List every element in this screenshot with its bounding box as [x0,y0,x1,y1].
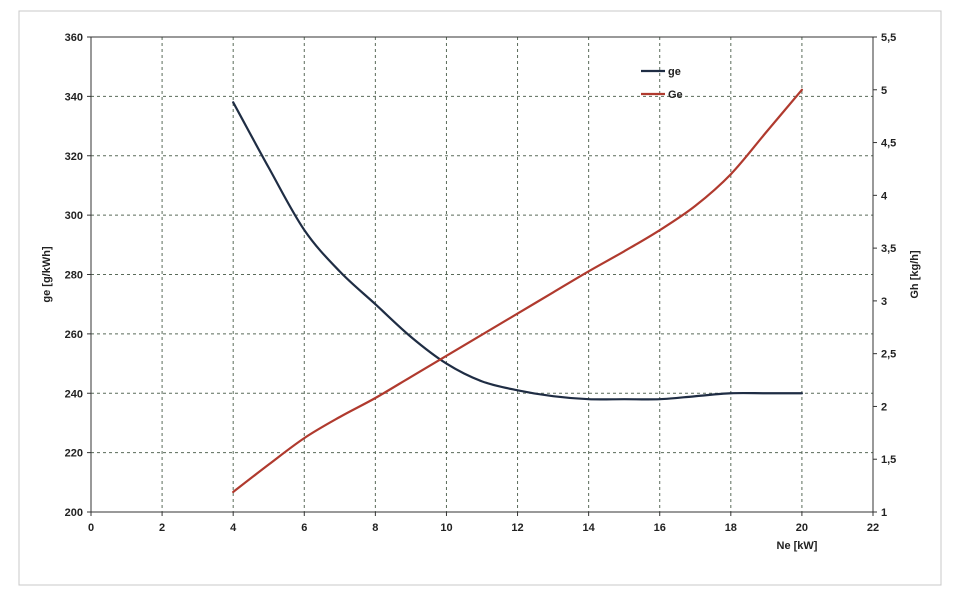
y-tick-label: 260 [65,329,83,341]
x-tick-label: 4 [230,522,237,534]
y-tick-label: 240 [65,388,83,400]
y-tick-label: 200 [65,507,83,519]
y-tick-label: 280 [65,270,83,282]
x-tick-label: 16 [654,522,666,534]
x-tick-label: 20 [796,522,808,534]
series-layer [232,88,804,494]
x-axis-title: Ne [kW] [777,540,818,552]
legend: ge Ge [641,66,683,101]
chart-frame [18,10,942,586]
y2-tick-label: 4 [881,190,888,202]
y2-tick-label: 5 [881,85,887,97]
y-tick-label: 360 [65,32,83,44]
x-tick-label: 6 [301,522,307,534]
x-tick-label: 12 [511,522,523,534]
series-line-ge [232,101,804,401]
y2-tick-label: 2,5 [881,349,896,361]
y2-tick-label: 2 [881,401,887,413]
y-tick-label: 300 [65,210,83,222]
y2-axis-title: Gh [kg/h] [909,250,921,299]
legend-label-Ge: Ge [668,89,683,101]
y2-tick-label: 1 [881,507,887,519]
x-tick-label: 0 [88,522,94,534]
y2-tick-label: 3,5 [881,243,896,255]
y2-tick-label: 5,5 [881,32,896,44]
x-tick-label: 14 [583,522,596,534]
axes: 0 2 4 6 8 10 12 14 16 18 20 22200220240260280300320… [41,32,921,552]
x-tick-label: 2 [159,522,165,534]
x-tick-label: 22 [867,522,879,534]
y-tick-label: 340 [65,91,83,103]
y2-tick-label: 3 [881,296,887,308]
x-tick-label: 10 [440,522,452,534]
plot-area-border [90,36,874,513]
x-tick-label: 8 [372,522,378,534]
y2-tick-label: 1,5 [881,454,896,466]
y-tick-label: 320 [65,151,83,163]
y-axis-title: ge [g/kWh] [41,246,53,303]
series-line-Ge [232,88,804,494]
y-tick-label: 220 [65,448,83,460]
legend-label-ge: ge [668,66,681,78]
x-tick-label: 18 [725,522,737,534]
y2-tick-label: 4,5 [881,138,896,150]
